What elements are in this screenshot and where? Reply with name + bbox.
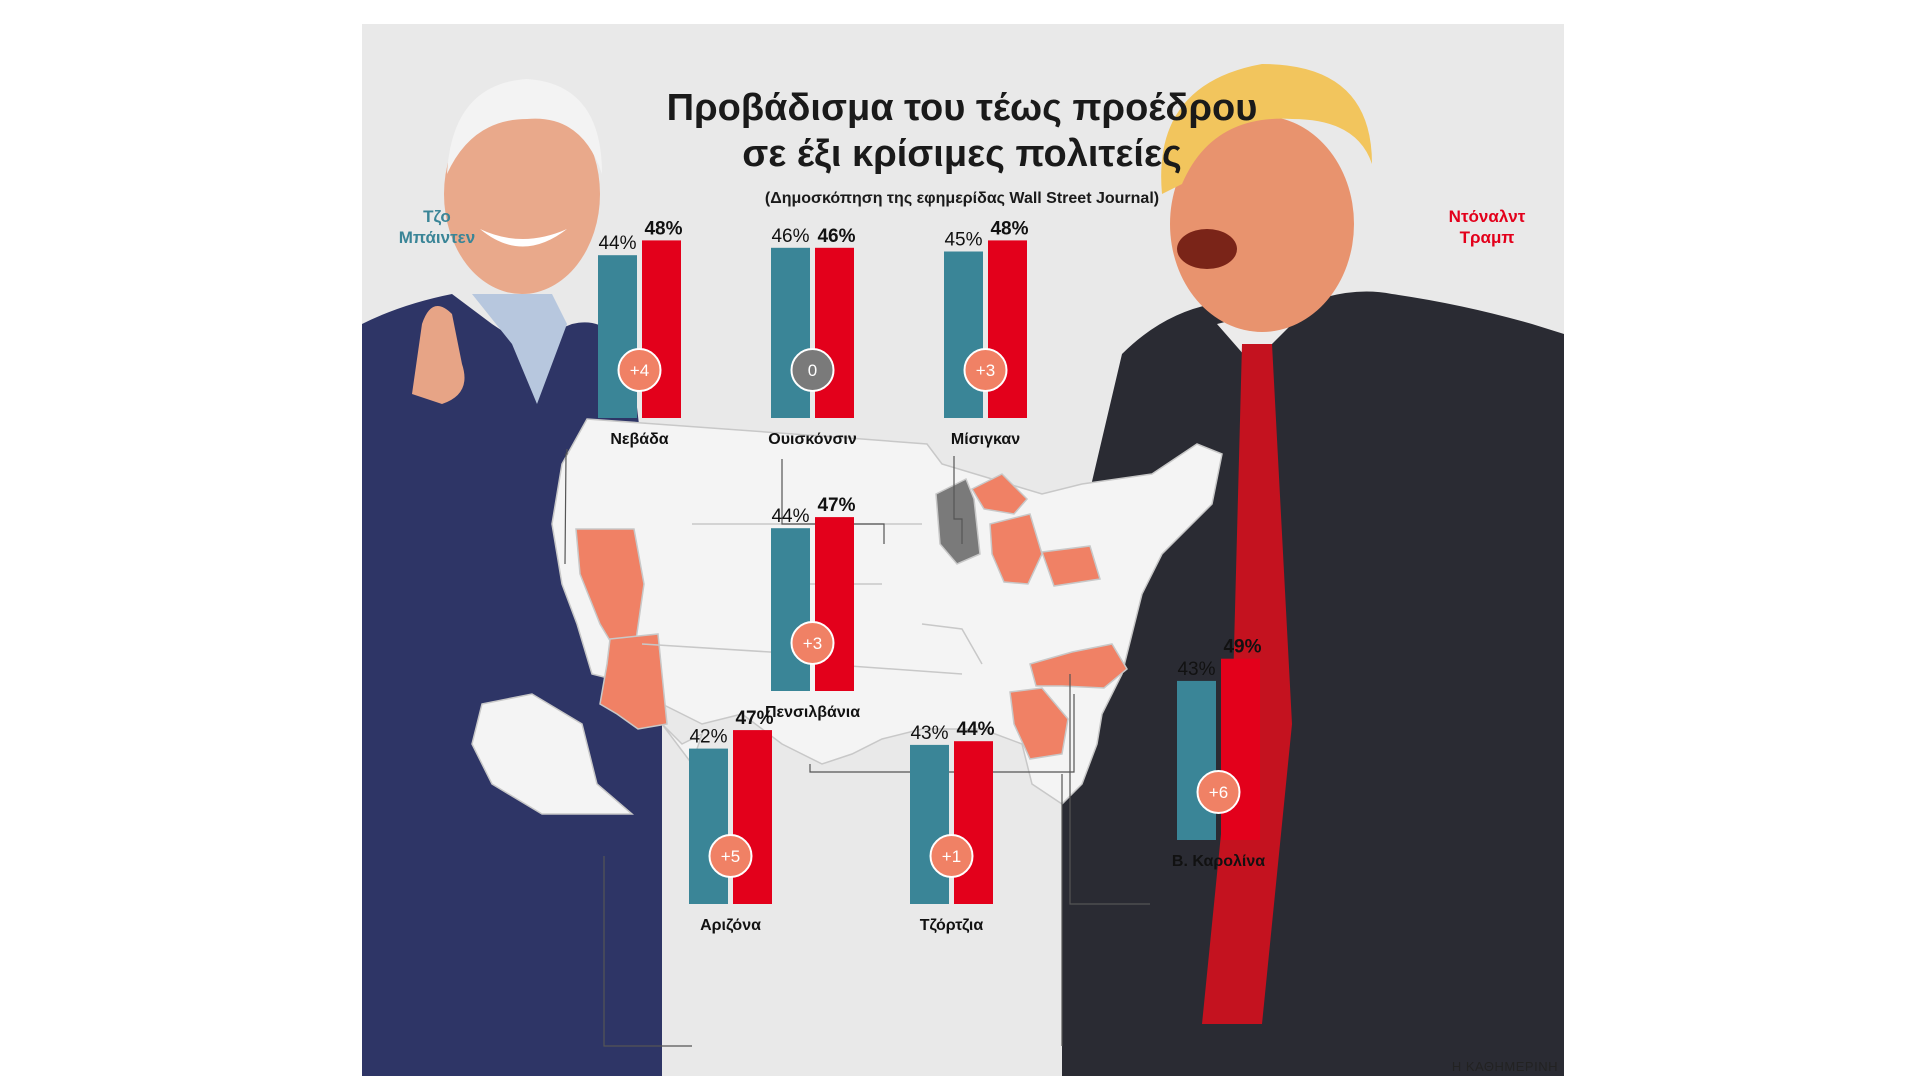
bar-trump-michigan — [988, 240, 1027, 418]
arizona-shape — [599, 633, 668, 730]
margin-label-wisconsin: 0 — [808, 361, 817, 380]
state-label-wisconsin: Ουισκόνσιν — [768, 431, 857, 448]
bar-biden-arizona — [689, 748, 728, 904]
bar-trump-north-carolina — [1221, 658, 1260, 840]
value-label-trump-pennsylvania: 47% — [817, 495, 855, 516]
chart-svg-north-carolina: 43% 49% +6 Β. Καρολίνα — [1172, 637, 1265, 870]
chart-wisconsin: 46% 46% 0 Ουισκόνσιν — [751, 206, 874, 456]
bar-biden-georgia — [910, 744, 949, 904]
value-label-trump-georgia: 44% — [956, 719, 994, 740]
chart-svg-pennsylvania: 44% 47% +3 Πενσιλβάνια — [765, 495, 860, 721]
margin-label-pennsylvania: +3 — [803, 634, 822, 653]
bar-biden-nevada — [598, 255, 637, 418]
chart-nevada: 44% 48% +4 Νεβάδα — [578, 206, 701, 456]
margin-badge-nevada — [617, 348, 662, 392]
chart-svg-nevada: 44% 48% +4 Νεβάδα — [598, 218, 683, 448]
margin-badge-pennsylvania — [790, 621, 835, 665]
margin-label-arizona: +5 — [721, 847, 740, 866]
bar-trump-pennsylvania — [815, 517, 854, 691]
value-label-trump-nevada: 48% — [644, 218, 682, 239]
bar-biden-pennsylvania — [771, 528, 810, 691]
value-label-biden-nevada: 44% — [598, 233, 636, 254]
chart-svg-arizona: 42% 47% +5 Αριζόνα — [689, 708, 774, 934]
margin-label-north-carolina: +6 — [1209, 783, 1228, 802]
bar-biden-north-carolina — [1177, 680, 1216, 840]
value-label-biden-michigan: 45% — [944, 230, 982, 251]
value-label-biden-wisconsin: 46% — [771, 226, 809, 247]
biden-label-line1: Τζο — [423, 207, 451, 226]
value-label-biden-pennsylvania: 44% — [771, 506, 809, 527]
margin-badge-wisconsin — [790, 348, 835, 392]
chart-title: Προβάδισμα του τέως προέδρου — [666, 87, 1258, 129]
margin-badge-arizona — [708, 834, 753, 878]
bar-trump-georgia — [954, 741, 993, 904]
chart-north-carolina: 43% 49% +6 Β. Καρολίνα — [1157, 628, 1280, 878]
chart-svg-wisconsin: 46% 46% 0 Ουισκόνσιν — [768, 226, 857, 448]
value-label-biden-arizona: 42% — [689, 727, 727, 748]
value-label-biden-north-carolina: 43% — [1177, 659, 1215, 680]
credit: Η ΚΑΘΗΜΕΡΙΝΗ — [1451, 1059, 1558, 1074]
trump-label: Ντόναλντ Τραμπ — [1422, 206, 1552, 248]
biden-label: Τζο Μπάιντεν — [372, 206, 502, 248]
bar-trump-wisconsin — [815, 247, 854, 418]
state-label-nevada: Νεβάδα — [610, 431, 668, 448]
state-label-arizona: Αριζόνα — [700, 917, 761, 934]
value-label-trump-north-carolina: 49% — [1223, 637, 1261, 658]
margin-badge-north-carolina — [1196, 770, 1241, 814]
state-label-pennsylvania: Πενσιλβάνια — [765, 704, 860, 721]
margin-badge-michigan — [963, 348, 1008, 392]
margin-label-georgia: +1 — [942, 847, 961, 866]
margin-badge-georgia — [929, 834, 974, 878]
chart-michigan: 45% 48% +3 Μίσιγκαν — [924, 206, 1047, 456]
biden-label-line2: Μπάιντεν — [398, 228, 476, 247]
margin-label-michigan: +3 — [976, 361, 995, 380]
value-label-trump-michigan: 48% — [990, 218, 1028, 239]
michigan-shape — [970, 473, 1043, 585]
bar-trump-nevada — [642, 240, 681, 418]
chart-svg-georgia: 43% 44% +1 Τζόρτζια — [910, 719, 995, 934]
bar-trump-arizona — [733, 730, 772, 904]
value-label-trump-wisconsin: 46% — [817, 226, 855, 247]
bar-biden-wisconsin — [771, 247, 810, 418]
chart-svg-michigan: 45% 48% +3 Μίσιγκαν — [944, 218, 1029, 448]
trump-label-line2: Τραμπ — [1459, 228, 1515, 247]
chart-pennsylvania: 44% 47% +3 Πενσιλβάνια — [751, 479, 874, 729]
state-label-north-carolina: Β. Καρολίνα — [1172, 853, 1265, 870]
chart-arizona: 42% 47% +5 Αριζόνα — [669, 692, 792, 942]
trump-label-line1: Ντόναλντ — [1448, 207, 1526, 226]
margin-label-nevada: +4 — [630, 361, 649, 380]
chart-subtitle: (Δημοσκόπηση της εφημερίδας Wall Street … — [764, 190, 1160, 207]
infographic-panel: Προβάδισμα του τέως προέδρου σε έξι κρίσ… — [362, 24, 1564, 1076]
state-label-michigan: Μίσιγκαν — [951, 431, 1020, 448]
chart-georgia: 43% 44% +1 Τζόρτζια — [890, 692, 1013, 942]
value-label-trump-arizona: 47% — [735, 708, 773, 729]
chart-title-line2: σε έξι κρίσιμες πολιτείες — [742, 133, 1182, 175]
bar-biden-michigan — [944, 251, 983, 418]
pennsylvania-shape — [1040, 545, 1101, 587]
value-label-biden-georgia: 43% — [910, 723, 948, 744]
state-label-georgia: Τζόρτζια — [920, 917, 984, 934]
